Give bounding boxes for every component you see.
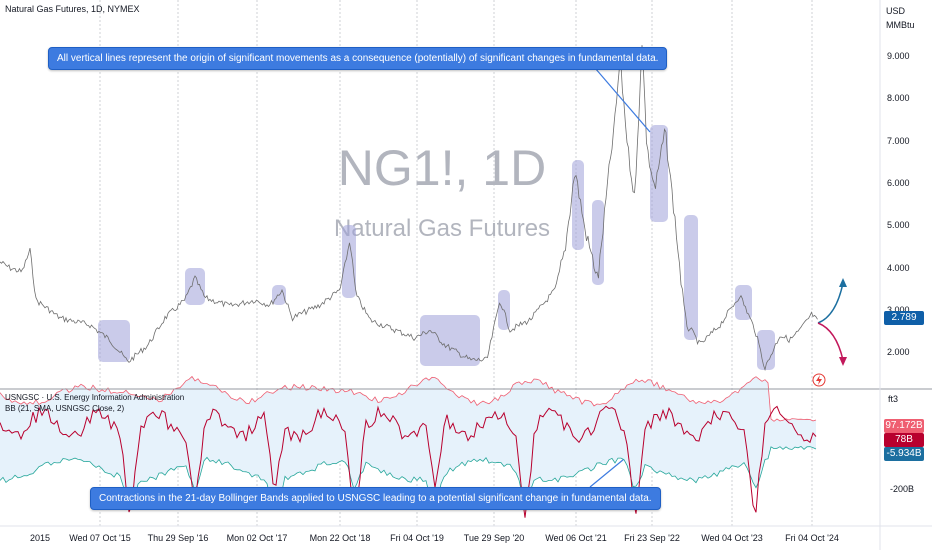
indicator-title[interactable]: USNGSC · U.S. Energy Information Adminis…: [5, 393, 184, 402]
lower-unit-label: ft3: [888, 394, 898, 404]
time-tick-label: 2015: [30, 533, 50, 543]
price-tick-label: 4.000: [887, 263, 910, 273]
usngsc-line: [0, 405, 817, 518]
highlight-zone: [185, 268, 205, 305]
highlight-zone: [757, 330, 775, 370]
highlight-zone: [420, 315, 480, 366]
time-axis[interactable]: 2015 Wed 07 Oct '15 Thu 29 Sep '16 Mon 02 O…: [30, 533, 839, 543]
price-axis[interactable]: 9.000 8.000 7.000 6.000 5.000 4.000 3.000 2.000: [887, 51, 910, 357]
watermark-ticker: NG1!, 1D: [338, 140, 546, 196]
bb-fill: [0, 376, 816, 509]
price-tick-label: 3.000: [887, 305, 910, 315]
bb-upper-band: [0, 375, 817, 422]
watermark-name: Natural Gas Futures: [334, 215, 550, 242]
currency-label[interactable]: USD: [886, 6, 906, 16]
time-tick-label: Mon 02 Oct '17: [227, 533, 288, 543]
lightning-bolt: [816, 375, 822, 385]
down-projection-arrow: [817, 322, 844, 361]
up-projection-arrow: [817, 282, 844, 324]
time-tick-label: Fri 04 Oct '19: [390, 533, 444, 543]
price-tick-label: 2.000: [887, 347, 910, 357]
top-callout-pointer: [594, 67, 651, 133]
symbol-title[interactable]: Natural Gas Futures, 1D, NYMEX: [5, 4, 140, 14]
lower-axis-tick: -200B: [890, 484, 914, 494]
bottom-callout[interactable]: Contractions in the 21-day Bollinger Ban…: [90, 487, 661, 510]
up-arrow-head: [839, 278, 847, 287]
highlight-zone: [592, 200, 604, 285]
bb-lower-value: -5.934B: [884, 447, 924, 461]
price-tick-label: 6.000: [887, 178, 910, 188]
last-price-tag: 2.789: [884, 311, 924, 325]
top-callout[interactable]: All vertical lines represent the origin …: [48, 47, 668, 70]
highlight-zone: [342, 225, 356, 298]
time-tick-label: Wed 04 Oct '23: [701, 533, 763, 543]
price-tick-label: 9.000: [887, 51, 910, 61]
highlight-zone: [684, 215, 698, 340]
price-tick-label: 7.000: [887, 136, 910, 146]
price-tick-label: 5.000: [887, 220, 910, 230]
bb-mid-value: 78B: [884, 433, 924, 447]
highlight-zone: [572, 160, 584, 250]
down-arrow-head: [839, 357, 847, 366]
highlight-zone: [98, 320, 130, 362]
bb-title[interactable]: BB (21, SMA, USNGSC Close, 2): [5, 404, 124, 413]
time-tick-label: Fri 04 Oct '24: [785, 533, 839, 543]
time-tick-label: Thu 29 Sep '16: [148, 533, 209, 543]
time-tick-label: Wed 06 Oct '21: [545, 533, 607, 543]
time-tick-label: Fri 23 Sep '22: [624, 533, 680, 543]
price-line: [0, 45, 818, 372]
price-tick-label: 8.000: [887, 93, 910, 103]
highlight-zone: [650, 125, 668, 222]
time-tick-label: Tue 29 Sep '20: [464, 533, 524, 543]
time-tick-label: Wed 07 Oct '15: [69, 533, 131, 543]
bb-upper-value: 97.172B: [884, 419, 924, 433]
unit-label: MMBtu: [886, 20, 915, 30]
time-tick-label: Mon 22 Oct '18: [310, 533, 371, 543]
